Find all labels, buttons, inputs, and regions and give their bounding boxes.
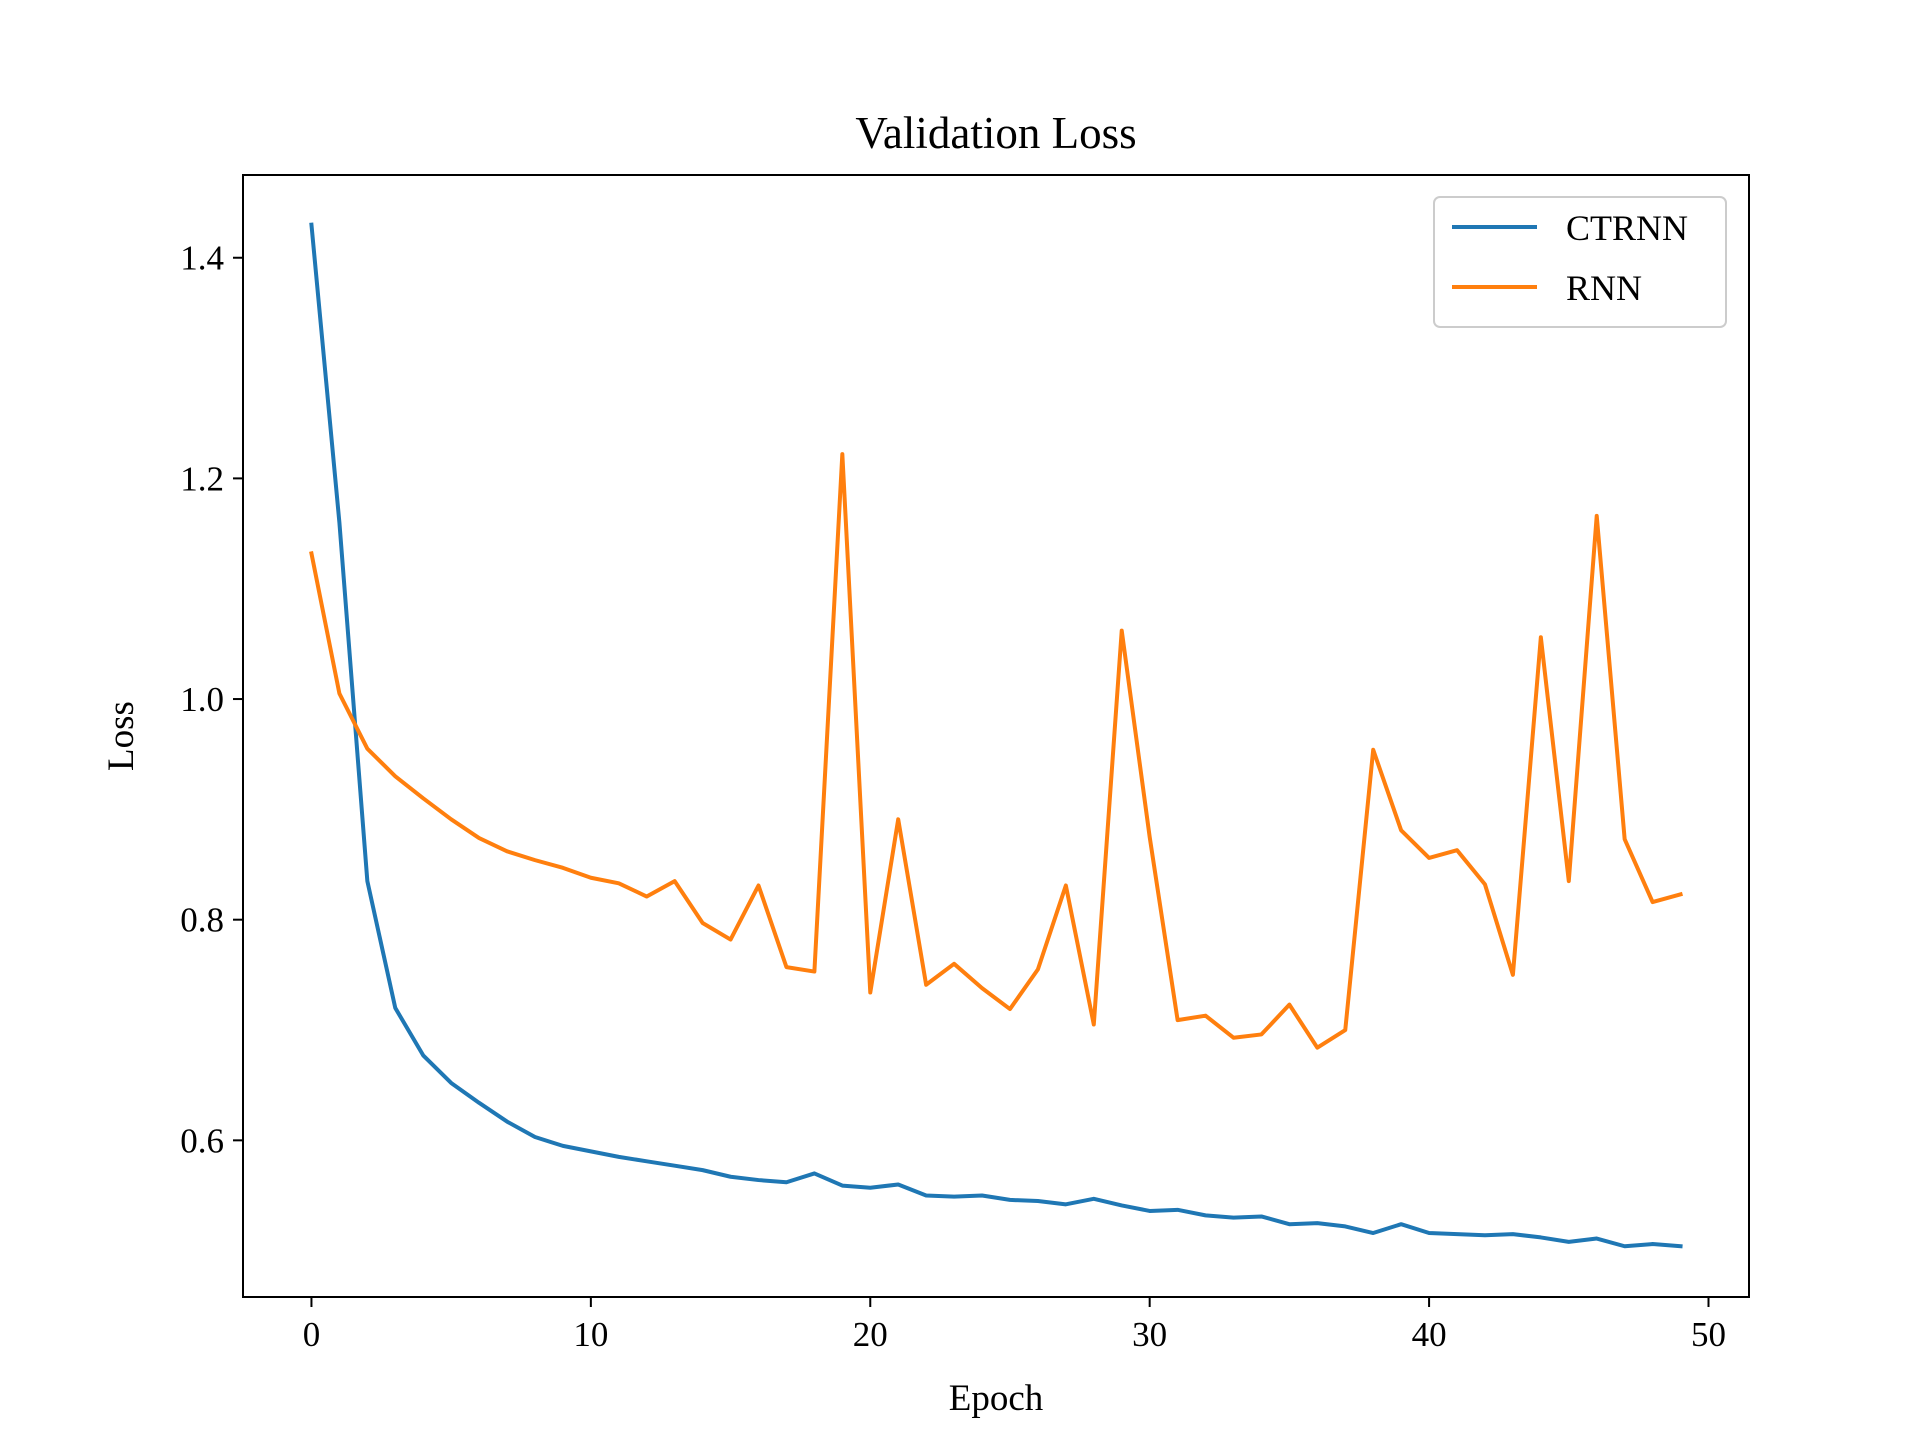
y-axis-label: Loss	[101, 701, 142, 771]
axis-ticks: 0 10 20 30 40 50 0.6 0.8 1.0 1.2 1.4	[180, 239, 1726, 1354]
x-tick-label: 50	[1691, 1315, 1726, 1354]
x-tick-label: 40	[1412, 1315, 1447, 1354]
legend: CTRNN RNN	[1433, 196, 1727, 328]
chart-title: Validation Loss	[855, 108, 1136, 158]
y-tick-label: 1.4	[180, 239, 224, 278]
x-tick-label: 10	[573, 1315, 608, 1354]
series-line-rnn	[309, 452, 1684, 1050]
plot-frame	[242, 174, 1750, 1298]
x-tick-label: 20	[853, 1315, 888, 1354]
series-line-ctrnn	[309, 222, 1683, 1249]
legend-box	[1433, 196, 1727, 328]
legend-label-ctrnn: CTRNN	[1566, 208, 1688, 248]
y-tick-label: 1.2	[180, 459, 224, 498]
series-lines	[309, 222, 1684, 1249]
y-tick-label: 0.6	[180, 1121, 224, 1160]
x-axis-label: Epoch	[949, 1378, 1044, 1419]
legend-label-rnn: RNN	[1566, 268, 1642, 308]
x-tick-label: 30	[1132, 1315, 1167, 1354]
x-tick-label: 0	[303, 1315, 321, 1354]
y-tick-label: 1.0	[180, 680, 224, 719]
y-tick-label: 0.8	[180, 901, 224, 940]
